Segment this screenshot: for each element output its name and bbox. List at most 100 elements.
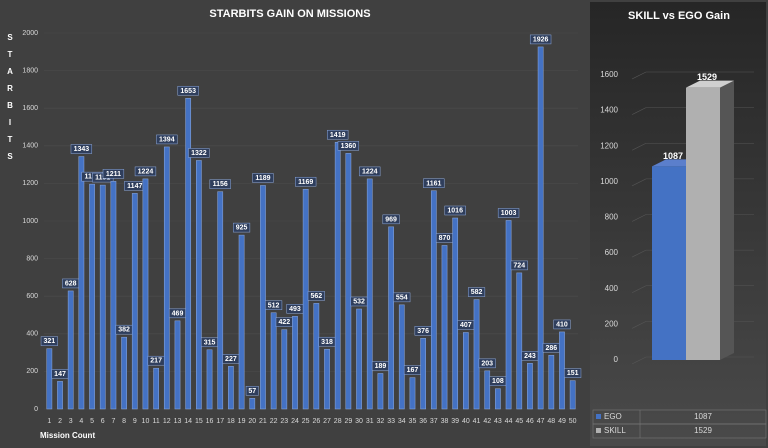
data-label: 628 bbox=[65, 280, 77, 287]
data-label: 512 bbox=[268, 302, 280, 309]
y-tick-label: 1800 bbox=[22, 67, 38, 74]
y-tick-label: 1400 bbox=[600, 106, 618, 115]
grid-line bbox=[631, 214, 647, 222]
y-tick-label: 0 bbox=[34, 406, 38, 413]
data-label: 925 bbox=[236, 225, 248, 232]
bar bbox=[377, 373, 384, 410]
data-label: 1189 bbox=[255, 175, 270, 182]
y-tick-label: 200 bbox=[26, 368, 38, 375]
x-tick-label: 36 bbox=[419, 418, 427, 425]
x-tick-label: 33 bbox=[387, 418, 395, 425]
bar bbox=[78, 156, 85, 410]
data-label-box bbox=[295, 176, 317, 187]
bar bbox=[174, 320, 181, 410]
bar bbox=[196, 160, 202, 410]
grid-line bbox=[631, 249, 647, 258]
bar bbox=[99, 184, 106, 410]
bar bbox=[131, 193, 138, 410]
bar bbox=[260, 185, 266, 410]
table-category: EGO bbox=[604, 412, 622, 421]
legend-key bbox=[596, 428, 601, 433]
x-tick-label: 9 bbox=[133, 418, 137, 425]
data-label: 217 bbox=[150, 358, 162, 365]
x-tick-label: 14 bbox=[184, 418, 192, 425]
bar bbox=[409, 377, 416, 410]
bar bbox=[398, 304, 405, 410]
x-tick-label: 44 bbox=[505, 418, 513, 425]
data-label: 243 bbox=[524, 353, 536, 360]
data-label: 189 bbox=[375, 363, 387, 370]
x-tick-label: 29 bbox=[344, 418, 352, 425]
data-label: 1016 bbox=[447, 208, 463, 215]
data-label: 870 bbox=[439, 235, 451, 242]
y-tick-label: 800 bbox=[26, 255, 38, 262]
x-tick-label: 8 bbox=[122, 418, 126, 425]
grid-line bbox=[631, 285, 647, 294]
x-tick-label: 50 bbox=[569, 418, 577, 425]
x-tick-label: 15 bbox=[195, 418, 203, 425]
bar bbox=[270, 312, 277, 410]
x-tick-label: 21 bbox=[259, 418, 267, 425]
table-value: 1087 bbox=[694, 412, 712, 421]
data-label: 203 bbox=[481, 360, 493, 367]
y-tick-label: 1400 bbox=[22, 143, 38, 150]
data-label: 1529 bbox=[697, 72, 717, 82]
bar bbox=[686, 87, 720, 360]
x-tick-label: 46 bbox=[526, 418, 534, 425]
x-tick-label: 30 bbox=[355, 418, 363, 425]
y-tick-label: 1000 bbox=[22, 218, 38, 225]
x-tick-label: 6 bbox=[101, 418, 105, 425]
bar bbox=[473, 299, 480, 410]
data-label-box bbox=[510, 260, 528, 271]
data-label: 286 bbox=[545, 345, 557, 352]
data-label: 1224 bbox=[138, 168, 154, 175]
x-tick-label: 38 bbox=[441, 418, 449, 425]
data-label: 108 bbox=[492, 378, 504, 385]
x-tick-label: 39 bbox=[451, 418, 459, 425]
data-label-box bbox=[444, 205, 466, 216]
x-tick-label: 35 bbox=[409, 418, 417, 425]
bar bbox=[420, 338, 426, 410]
bar bbox=[281, 329, 288, 410]
bar bbox=[89, 183, 95, 410]
bar bbox=[217, 191, 224, 410]
grid-line bbox=[631, 71, 647, 80]
data-label: 1087 bbox=[663, 151, 683, 161]
data-label: 1147 bbox=[127, 183, 142, 190]
data-label-box bbox=[423, 178, 445, 188]
bar bbox=[292, 316, 298, 410]
chart-title: SKILL vs EGO Gain bbox=[628, 10, 730, 22]
data-label: 382 bbox=[118, 327, 130, 334]
x-tick-label: 17 bbox=[216, 418, 224, 425]
y-tick-label: 600 bbox=[26, 293, 38, 300]
data-label: 1156 bbox=[213, 181, 228, 188]
data-label-box bbox=[102, 169, 125, 179]
bar bbox=[463, 332, 469, 410]
bar bbox=[163, 146, 170, 410]
data-label: 318 bbox=[321, 339, 333, 346]
bar bbox=[249, 398, 256, 410]
data-label-box bbox=[156, 134, 178, 145]
bar bbox=[334, 141, 341, 410]
data-label: 1224 bbox=[362, 168, 378, 175]
y-tick-label: 600 bbox=[605, 248, 619, 257]
data-label: 147 bbox=[54, 371, 66, 378]
bar bbox=[206, 349, 213, 410]
y-tick-label: 1000 bbox=[600, 177, 618, 186]
data-label-box bbox=[359, 166, 381, 177]
y-tick-label: 200 bbox=[605, 319, 619, 328]
data-label-box bbox=[134, 166, 157, 177]
bar bbox=[652, 166, 686, 360]
data-label: 1161 bbox=[426, 180, 441, 187]
data-label: 1926 bbox=[533, 36, 549, 43]
y-tick-label: 0 bbox=[614, 355, 619, 364]
y-tick-label: 800 bbox=[605, 213, 619, 222]
x-tick-label: 31 bbox=[366, 418, 374, 425]
bar bbox=[228, 366, 234, 410]
bar bbox=[505, 220, 512, 410]
x-tick-label: 26 bbox=[312, 418, 320, 425]
data-label: 321 bbox=[43, 338, 55, 345]
x-tick-label: 4 bbox=[79, 418, 83, 425]
data-label: 422 bbox=[278, 319, 290, 326]
